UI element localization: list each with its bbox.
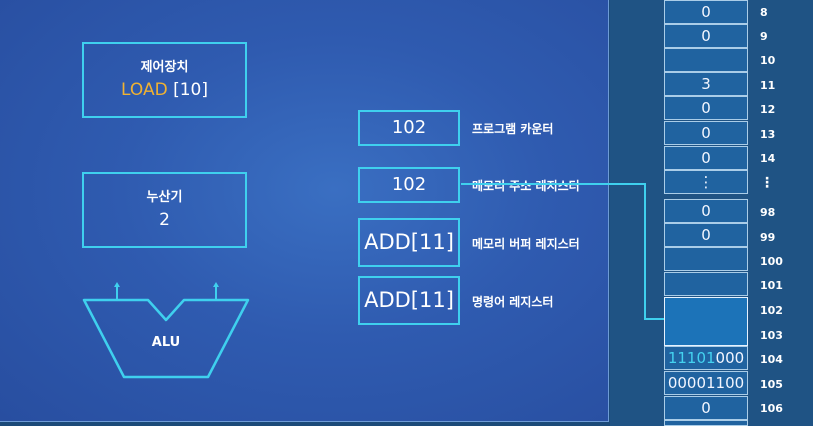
memory-buffer-register-label: 메모리 버퍼 레지스터 [472, 237, 580, 251]
address-11: 11 [760, 79, 776, 92]
memory-cell-8: 0 [664, 0, 748, 24]
memory-cell-107 [664, 420, 748, 426]
memory-cell-104-cyan: 11101 [667, 349, 716, 367]
instruction-register-box: ADD[11] [358, 276, 460, 325]
address-103: 103 [760, 329, 783, 342]
address-101: 101 [760, 279, 783, 292]
memory-buffer-register-box: ADD[11] [358, 218, 460, 267]
alu-input-b-arrow [213, 282, 219, 287]
instruction-register-label: 명령어 레지스터 [472, 295, 554, 309]
memory-cell-101 [664, 272, 748, 296]
memory-cell-106: 0 [664, 396, 748, 420]
memory-address-register-box: 102 [358, 167, 460, 203]
alu-label: ALU [152, 335, 180, 350]
memory-cell-100 [664, 247, 748, 271]
memory-cell-ellipsis: ⋮ [664, 170, 748, 194]
memory-cell-11: 3 [664, 72, 748, 96]
address-12: 12 [760, 103, 776, 116]
memory-cell-102-103 [664, 297, 748, 346]
address-105: 105 [760, 378, 783, 391]
memory-cell-104: 11101000 [664, 346, 748, 370]
program-counter-label: 프로그램 카운터 [472, 122, 554, 136]
memory-cell-13: 0 [664, 121, 748, 145]
control-unit-op: LOAD [121, 80, 168, 100]
memory-address-register-label: 메모리 주소 레지스터 [472, 179, 580, 193]
address-99: 99 [760, 231, 776, 244]
control-unit-box: 제어장치 LOAD [10] [82, 42, 247, 118]
control-unit-arg: [10] [167, 80, 208, 100]
control-unit-title: 제어장치 [140, 60, 189, 75]
address-10: 10 [760, 54, 776, 67]
address-8: 8 [760, 6, 768, 19]
address-ellipsis: ⋮ [760, 175, 774, 191]
address-9: 9 [760, 30, 768, 43]
memory-cell-105: 00001100 [664, 371, 748, 395]
address-106: 106 [760, 402, 783, 415]
address-102: 102 [760, 304, 783, 317]
accumulator-value: 2 [159, 210, 170, 230]
address-98: 98 [760, 206, 776, 219]
address-14: 14 [760, 152, 776, 165]
alu-shape: ALU [82, 282, 250, 379]
memory-cell-9: 0 [664, 24, 748, 48]
memory-cell-10 [664, 48, 748, 72]
memory-cell-104-white: 000 [715, 349, 745, 367]
alu-input-a-arrow [114, 282, 120, 287]
address-104: 104 [760, 353, 783, 366]
address-100: 100 [760, 255, 783, 268]
memory-cell-14: 0 [664, 146, 748, 170]
alu-outline [82, 298, 250, 379]
address-13: 13 [760, 128, 776, 141]
control-unit-value: LOAD [10] [84, 80, 245, 100]
accumulator-title: 누산기 [146, 190, 183, 205]
memory-cell-12: 0 [664, 96, 748, 120]
memory-cell-99: 0 [664, 223, 748, 247]
accumulator-box: 누산기 2 [82, 172, 247, 248]
memory-cell-98: 0 [664, 199, 748, 223]
program-counter-box: 102 [358, 110, 460, 146]
